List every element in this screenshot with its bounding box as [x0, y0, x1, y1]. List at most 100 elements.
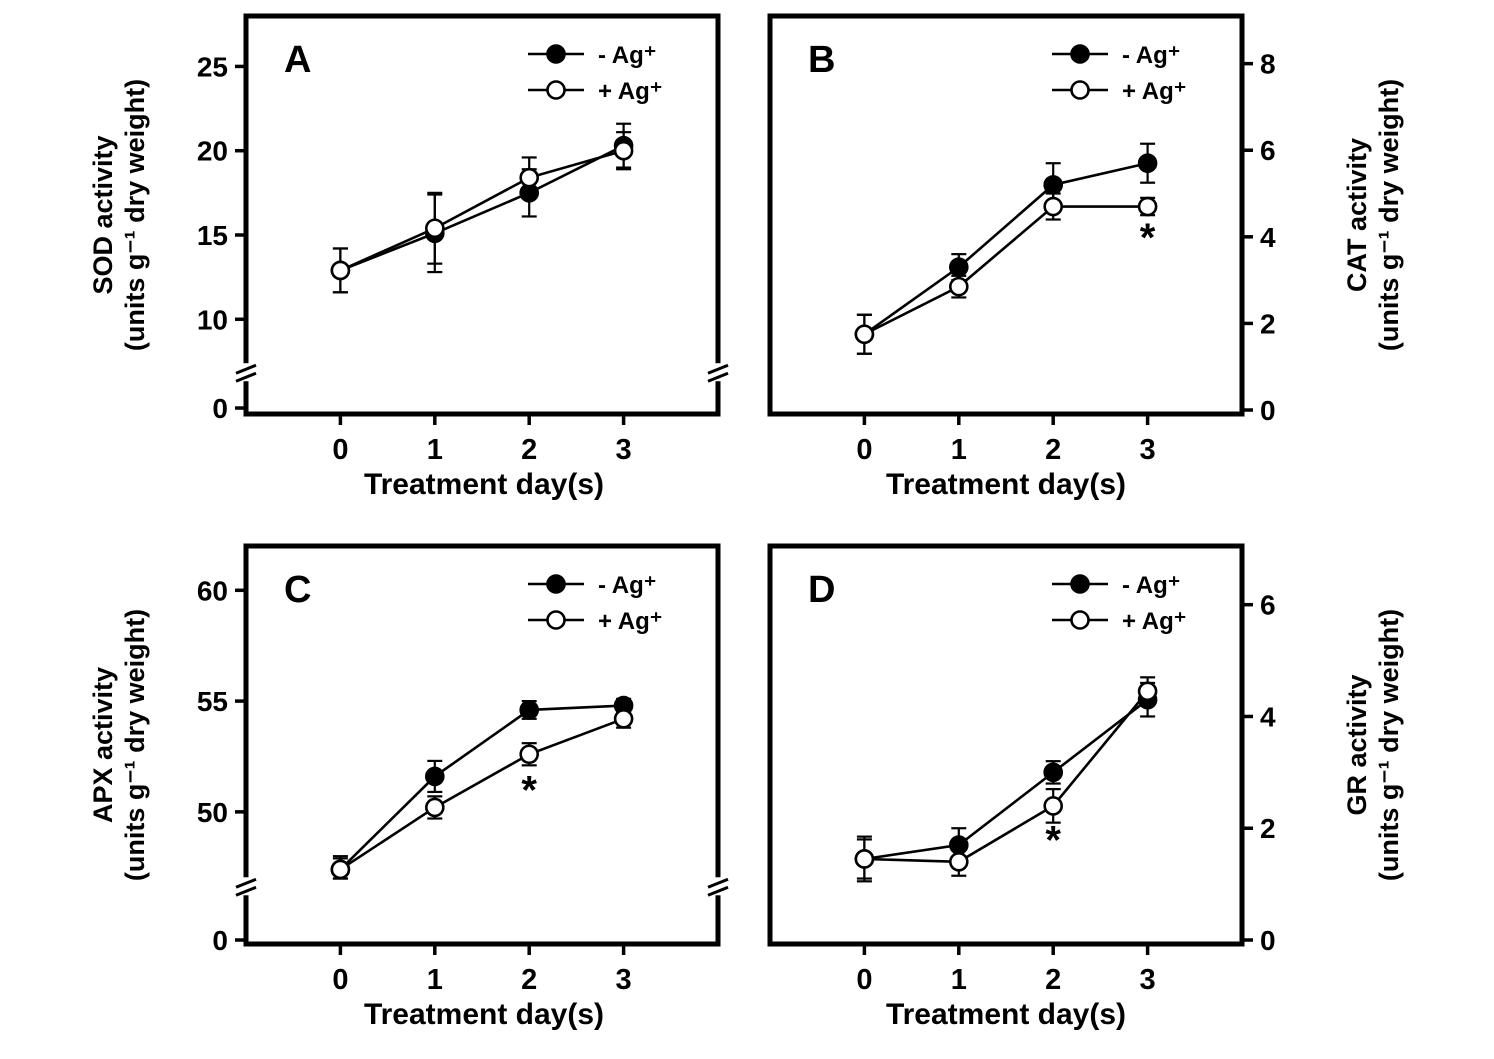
panel-letter: C — [284, 569, 311, 611]
svg-text:60: 60 — [197, 575, 228, 606]
legend-label: + Ag⁺ — [1122, 78, 1186, 105]
series-plus-ag — [854, 676, 1158, 883]
svg-text:20: 20 — [197, 136, 228, 167]
legend-label: + Ag⁺ — [1122, 608, 1186, 635]
panel-d: 0 2 4 6 0 1 2 3 - Ag⁺ + Ag⁺ D * Treatment day(s) GR… — [760, 538, 1428, 1044]
legend-label: - Ag⁺ — [1122, 42, 1180, 69]
y-axis-ticks: 0 2 4 6 — [1242, 590, 1276, 956]
series-plus-ag — [854, 192, 1158, 355]
svg-text:50: 50 — [197, 797, 228, 828]
legend-marker-open-circle — [1070, 80, 1090, 100]
y-axis-ticks: 0 50 55 60 — [197, 575, 246, 956]
data-point-marker — [424, 766, 445, 787]
data-point-marker — [330, 260, 351, 281]
svg-text:4: 4 — [1260, 222, 1276, 253]
plot-frame — [767, 13, 1245, 417]
svg-text:0: 0 — [212, 393, 228, 424]
data-point-marker — [854, 849, 875, 869]
data-point-marker — [613, 140, 634, 161]
chart-b-plot: 0 2 4 6 8 0 1 2 3 - Ag⁺ + Ag⁺ B * — [767, 13, 1276, 466]
panel-a: SOD activity (units g⁻¹ dry weight) 0 10 1… — [66, 8, 734, 514]
svg-text:8: 8 — [1260, 49, 1276, 80]
y-axis-label-b-line1: CAT activity — [1342, 137, 1373, 293]
data-point-marker — [424, 797, 445, 818]
data-point-marker — [519, 167, 540, 188]
svg-text:3: 3 — [616, 434, 632, 466]
svg-text:15: 15 — [197, 220, 228, 251]
legend-label: + Ag⁺ — [598, 78, 662, 105]
svg-text:4: 4 — [1260, 701, 1276, 732]
y-axis-label-d: GR activity (units g⁻¹ dry weight) — [1320, 538, 1428, 1044]
svg-text:1: 1 — [951, 964, 967, 996]
x-axis-ticks: 0 1 2 3 — [856, 944, 1156, 996]
svg-text:0: 0 — [332, 434, 348, 466]
data-point-marker — [519, 744, 540, 765]
svg-text:2: 2 — [1045, 434, 1061, 466]
plot-frame — [243, 543, 721, 947]
svg-text:2: 2 — [1045, 964, 1061, 996]
legend-marker-open-circle — [1070, 610, 1090, 630]
legend-marker-filled-circle — [546, 574, 566, 594]
data-point-marker — [519, 700, 540, 720]
data-point-marker — [1043, 796, 1064, 816]
svg-text:0: 0 — [856, 964, 872, 996]
legend-label: - Ag⁺ — [1122, 572, 1180, 599]
y-axis-label-a-line1: SOD activity — [88, 135, 119, 295]
legend-label: - Ag⁺ — [598, 572, 656, 599]
data-point-marker — [949, 851, 969, 872]
data-point-marker — [1043, 196, 1064, 217]
svg-text:0: 0 — [1260, 925, 1276, 956]
x-axis-ticks: 0 1 2 3 — [332, 414, 632, 466]
data-point-marker — [1043, 175, 1064, 195]
svg-text:3: 3 — [616, 964, 632, 996]
svg-text:1: 1 — [951, 434, 967, 466]
svg-text:0: 0 — [332, 964, 348, 996]
svg-text:1: 1 — [427, 434, 443, 466]
series-minus-ag — [854, 681, 1158, 880]
legend: - Ag⁺ + Ag⁺ — [528, 572, 662, 635]
data-point-marker — [949, 257, 969, 277]
chart-d-plot: 0 2 4 6 0 1 2 3 - Ag⁺ + Ag⁺ D * — [767, 543, 1276, 996]
svg-text:3: 3 — [1140, 964, 1156, 996]
x-axis-label-c: Treatment day(s) — [363, 998, 605, 1031]
svg-text:2: 2 — [521, 434, 537, 466]
svg-text:25: 25 — [197, 51, 228, 82]
significance-asterisk: * — [1045, 818, 1061, 862]
chart-c-plot: 0 50 55 60 0 1 2 3 - Ag⁺ + Ag⁺ C * — [197, 543, 729, 996]
svg-text:6: 6 — [1260, 135, 1276, 166]
y-axis-label-c-line1: APX activity — [88, 666, 119, 824]
y-axis-label-b: CAT activity (units g⁻¹ dry weight) — [1320, 8, 1428, 514]
legend: - Ag⁺ + Ag⁺ — [528, 42, 662, 105]
legend-marker-filled-circle — [1070, 44, 1090, 64]
legend-marker-filled-circle — [546, 44, 566, 64]
svg-text:0: 0 — [212, 925, 228, 956]
series-minus-ag — [330, 695, 634, 880]
panel-letter: D — [808, 569, 835, 611]
legend: - Ag⁺ + Ag⁺ — [1052, 42, 1186, 105]
data-point-marker — [1137, 681, 1158, 702]
svg-text:1: 1 — [427, 964, 443, 996]
svg-text:55: 55 — [197, 686, 228, 717]
series-plus-ag — [330, 708, 634, 880]
legend: - Ag⁺ + Ag⁺ — [1052, 572, 1186, 635]
data-point-marker — [854, 324, 875, 345]
data-point-marker — [949, 276, 969, 297]
legend-label: + Ag⁺ — [598, 608, 662, 635]
x-axis-label-a: Treatment day(s) — [363, 468, 605, 501]
x-axis-ticks: 0 1 2 3 — [856, 414, 1156, 466]
panel-b: 0 2 4 6 8 0 1 2 3 - Ag⁺ + Ag⁺ B * Treatment day(s) C… — [760, 8, 1428, 514]
svg-text:0: 0 — [856, 434, 872, 466]
y-axis-label-a: SOD activity (units g⁻¹ dry weight) — [66, 8, 174, 514]
svg-text:3: 3 — [1140, 434, 1156, 466]
data-point-marker — [1043, 762, 1064, 783]
svg-text:2: 2 — [1260, 813, 1276, 844]
y-axis-label-d-line2: (units g⁻¹ dry weight) — [1374, 608, 1404, 882]
svg-text:2: 2 — [1260, 308, 1276, 339]
series-minus-ag — [330, 122, 634, 294]
plot-frame — [767, 543, 1245, 947]
x-axis-ticks: 0 1 2 3 — [332, 944, 632, 996]
legend-marker-open-circle — [546, 80, 566, 100]
svg-text:10: 10 — [197, 304, 228, 335]
data-point-marker — [424, 218, 445, 239]
